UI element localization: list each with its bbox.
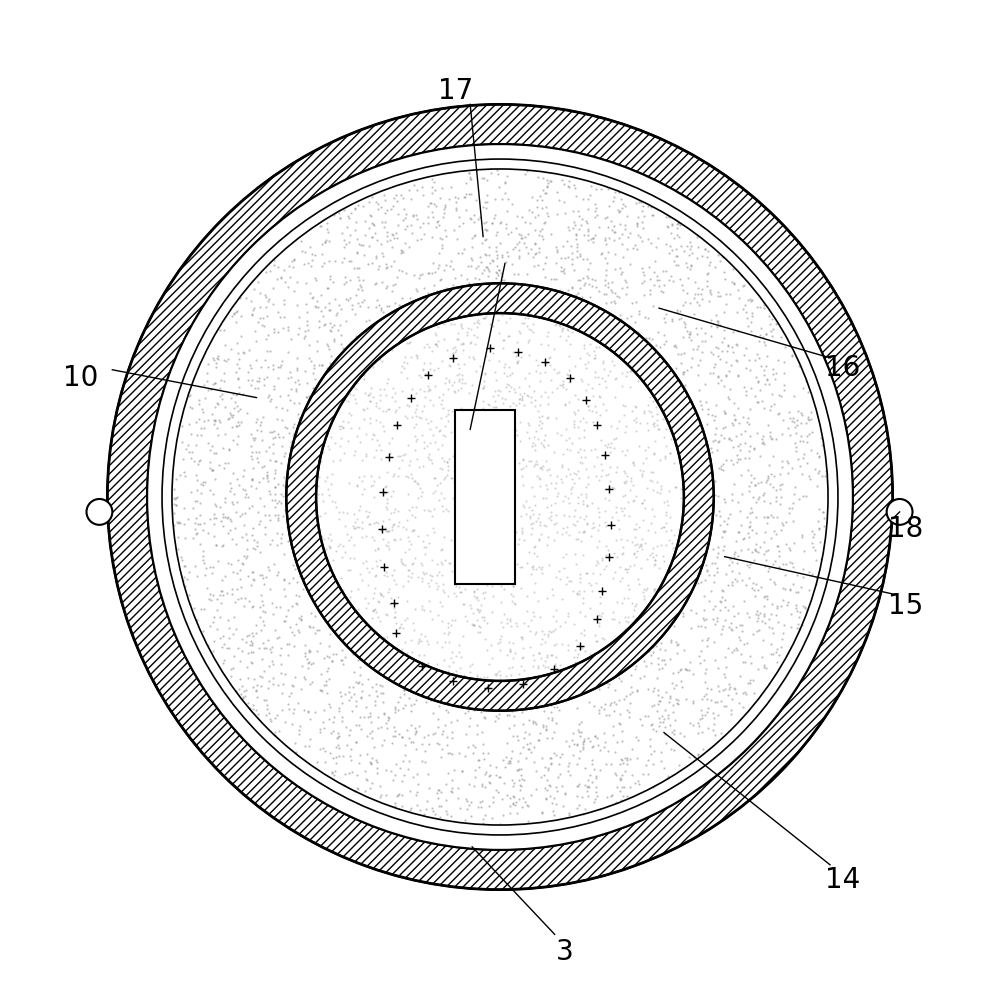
- Circle shape: [87, 84, 913, 910]
- PathPatch shape: [147, 144, 853, 850]
- PathPatch shape: [107, 104, 893, 890]
- Text: 17: 17: [438, 78, 473, 105]
- Text: 14: 14: [825, 866, 861, 894]
- Text: 10: 10: [63, 364, 98, 392]
- Text: 16: 16: [825, 354, 861, 382]
- Circle shape: [887, 499, 913, 525]
- PathPatch shape: [286, 283, 714, 711]
- Circle shape: [286, 283, 714, 711]
- Text: 18: 18: [888, 515, 923, 543]
- Text: 3: 3: [556, 938, 573, 966]
- Circle shape: [107, 104, 893, 890]
- Bar: [455, 411, 515, 584]
- Text: 15: 15: [888, 592, 923, 620]
- Circle shape: [86, 499, 112, 525]
